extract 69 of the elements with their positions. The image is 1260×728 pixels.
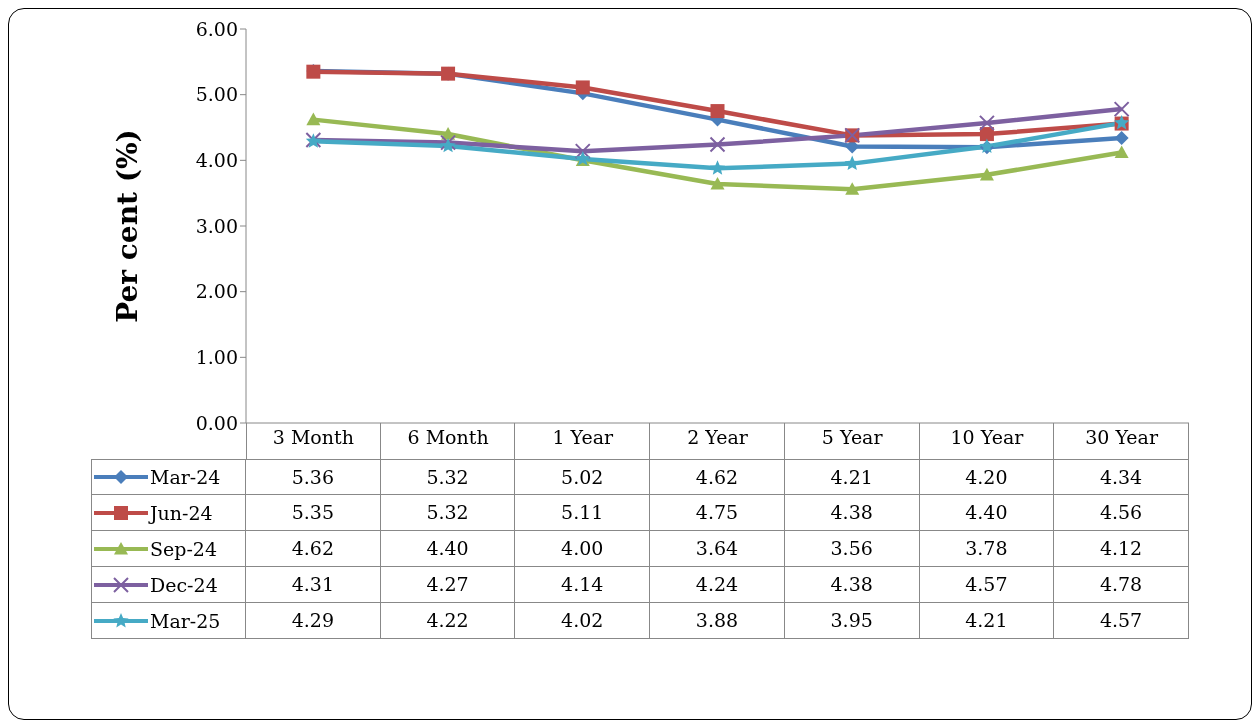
data-label: 4.20: [919, 460, 1055, 494]
data-label: 5.32: [380, 495, 516, 530]
data-label: 4.56: [1054, 495, 1189, 530]
point: [306, 112, 321, 126]
legend-label: Mar-24: [150, 466, 221, 488]
data-label: 4.31: [246, 567, 381, 602]
data-label: 4.00: [515, 531, 651, 566]
data-label: 4.38: [784, 567, 920, 602]
data-label: 3.88: [650, 603, 785, 638]
data-label: 4.62: [246, 531, 381, 566]
point: [710, 176, 725, 190]
point: [979, 127, 994, 142]
data-label: 4.78: [1054, 567, 1189, 602]
point: [710, 104, 725, 119]
point: [1114, 131, 1129, 146]
data-label: 4.57: [919, 567, 1055, 602]
data-label: 4.75: [650, 495, 785, 530]
x-tick-label: 2 Year: [687, 426, 749, 449]
x-tick-label: 10 Year: [950, 426, 1025, 449]
point: [1113, 101, 1130, 118]
y-tick-label: 2.00: [195, 280, 238, 303]
data-label: 5.11: [515, 495, 651, 530]
data-label: 4.14: [515, 567, 651, 602]
point: [709, 160, 726, 175]
x-tick-label: 1 Year: [552, 426, 615, 449]
y-axis-title: Per cent (%): [110, 129, 144, 323]
y-tick-label: 6.00: [195, 17, 238, 40]
legend-label: Jun-24: [150, 501, 213, 524]
x-tick-label: 3 Month: [272, 426, 354, 449]
point: [978, 114, 995, 131]
data-label: 3.95: [784, 603, 920, 638]
point: [709, 136, 726, 153]
data-label: 5.32: [380, 460, 516, 494]
x-tick-label: 30 Year: [1085, 426, 1159, 449]
data-label: 4.02: [515, 603, 651, 638]
data-label: 4.24: [650, 567, 785, 602]
data-label: 4.29: [246, 603, 381, 638]
data-label: 3.64: [650, 531, 785, 566]
data-label: 4.40: [380, 531, 516, 566]
data-label: 5.36: [246, 460, 381, 494]
point: [845, 182, 860, 195]
data-label: 4.27: [380, 567, 516, 602]
y-tick-label: 3.00: [195, 214, 238, 237]
data-label: 4.62: [650, 460, 785, 494]
y-tick-label: 5.00: [195, 83, 238, 106]
data-label: 4.34: [1054, 460, 1189, 494]
y-tick-label: 0.00: [195, 411, 238, 434]
x-tick-label: 6 Month: [407, 426, 489, 449]
data-label: 3.78: [919, 531, 1055, 566]
point: [1114, 145, 1129, 159]
data-label: 4.21: [784, 460, 920, 494]
data-label: 3.56: [784, 531, 920, 566]
point: [574, 143, 591, 160]
data-label: 4.12: [1054, 531, 1189, 566]
data-label: 4.57: [1054, 603, 1189, 638]
point: [575, 80, 590, 95]
legend-label: Mar-25: [150, 609, 221, 632]
legend-label: Sep-24: [150, 537, 218, 560]
data-label: 4.21: [919, 603, 1055, 638]
data-label: 4.38: [784, 495, 920, 530]
x-tick-label: 5 Year: [821, 426, 884, 449]
data-label: 5.02: [515, 460, 651, 494]
legend-label: Dec-24: [150, 573, 218, 596]
data-label: 4.22: [380, 603, 516, 638]
y-tick-label: 4.00: [195, 149, 238, 172]
data-label: 4.40: [919, 495, 1055, 530]
data-label: 5.35: [246, 495, 381, 530]
point: [979, 167, 994, 181]
y-tick-label: 1.00: [195, 346, 238, 369]
